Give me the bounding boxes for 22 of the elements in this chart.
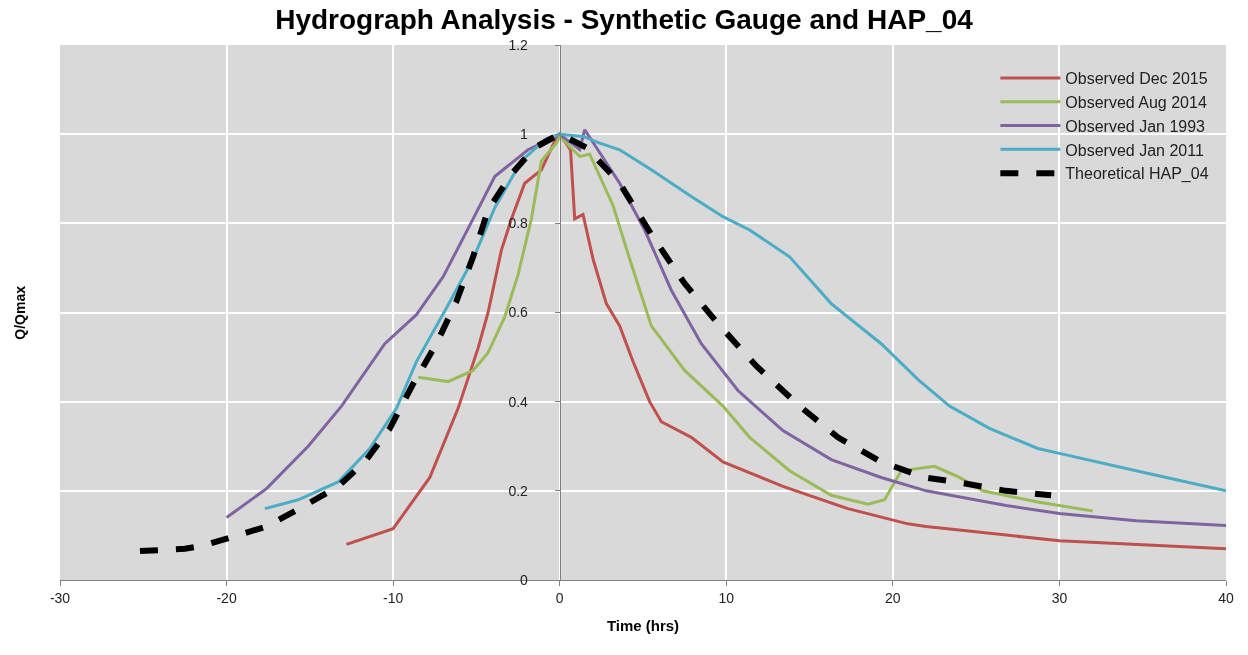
x-tick-label: 30: [1051, 589, 1068, 606]
y-tick-label: 0.4: [508, 393, 529, 410]
legend-label: Observed Jan 2011: [1065, 141, 1204, 159]
y-tick-label: 0.2: [508, 482, 529, 499]
x-axis-title: Time (hrs): [606, 616, 680, 634]
x-tick-label: 10: [718, 589, 735, 606]
legend-label: Observed Dec 2015: [1065, 70, 1208, 88]
y-axis-title: Q/Qmax: [11, 285, 28, 340]
legend-label: Observed Jan 1993: [1065, 117, 1206, 135]
y-tick-label: 0: [520, 571, 529, 588]
y-tick-label: 0.6: [508, 304, 529, 321]
legend-label: Observed Aug 2014: [1065, 93, 1207, 111]
y-tick-label: 1.2: [508, 36, 529, 53]
legend-label: Theoretical HAP_04: [1065, 165, 1209, 184]
x-tick-label: -30: [49, 589, 71, 606]
x-tick-label: 40: [1218, 589, 1234, 606]
y-tick-label: 1: [520, 126, 529, 143]
x-tick-label: 0: [555, 589, 564, 606]
x-tick-label: -10: [383, 589, 404, 606]
x-tick-label: -20: [216, 589, 237, 606]
chart-title: Hydrograph Analysis - Synthetic Gauge and HAP_04: [275, 4, 974, 36]
x-tick-label: 20: [885, 589, 901, 606]
